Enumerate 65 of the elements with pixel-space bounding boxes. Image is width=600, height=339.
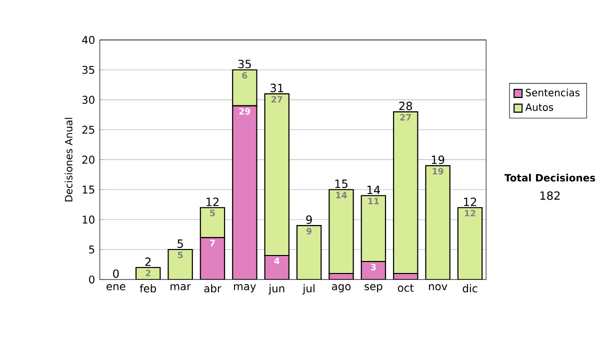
x-tick-label: ago [332,284,351,292]
total-label: 31 [270,84,284,92]
bar [168,249,192,280]
data-label: 5 [178,252,183,258]
data-label: 14 [336,192,347,198]
bar [393,111,418,274]
data-label: 4 [274,258,280,264]
y-tick-label: 25 [82,126,94,134]
total-label: 19 [432,155,444,164]
y-axis-title: Decisiones Anual [64,118,72,202]
bar [457,206,483,280]
y-tick-label: 5 [89,245,94,254]
bar [264,93,290,256]
data-label: 2 [146,270,150,276]
data-label: 3 [371,264,376,270]
x-tick-label: feb [140,284,156,292]
total-label: 28 [399,101,412,110]
x-tick-label: mar [170,284,191,290]
legend-label: Sentencias [526,88,580,96]
data-label: 29 [239,108,250,114]
bar [425,164,450,280]
data-label: 19 [432,168,444,174]
bar [232,69,258,106]
total-label: 0 [113,269,119,278]
data-label: 9 [306,228,312,234]
data-label: 27 [400,114,411,120]
total-label: 35 [238,60,251,68]
total-label: 5 [178,239,183,248]
data-label: 7 [210,240,215,246]
legend-label: Autos [525,103,554,111]
x-tick-label: nov [428,284,448,290]
x-tick-label: jul [302,284,314,294]
y-tick-label: 0 [89,275,94,284]
text: 182 [540,191,560,200]
y-tick-label: 40 [82,36,94,44]
total-label: 2 [145,257,151,266]
x-tick-label: abr [204,284,222,292]
bar [200,206,226,238]
x-tick-label: jun [268,284,284,294]
x-tick-label: dic [462,284,478,292]
bar [328,188,354,274]
total-label: 12 [464,197,476,206]
x-tick-label: sep [364,284,382,292]
data-label: 11 [368,198,379,204]
bar [360,194,386,262]
total-label: 15 [335,179,348,188]
x-tick-label: oct [398,284,414,292]
y-tick-label: 35 [82,66,94,74]
y-tick-label: 30 [82,96,94,104]
x-tick-label: ene [106,284,126,290]
data-label: 5 [210,210,215,216]
data-label: 12 [464,210,476,216]
bar [296,225,322,280]
bar [200,237,225,280]
data-label: 27 [272,96,282,102]
x-tick-label: may [234,284,256,292]
total-label: 9 [306,215,312,224]
text: Total Decisiones [504,174,596,182]
y-tick-label: 15 [82,186,94,194]
total-label: 14 [367,186,380,194]
total-label: 12 [206,197,219,206]
y-tick-label: 10 [82,215,94,224]
bar [232,106,257,280]
y-tick-label: 20 [82,155,94,164]
data-label: 6 [242,72,248,78]
